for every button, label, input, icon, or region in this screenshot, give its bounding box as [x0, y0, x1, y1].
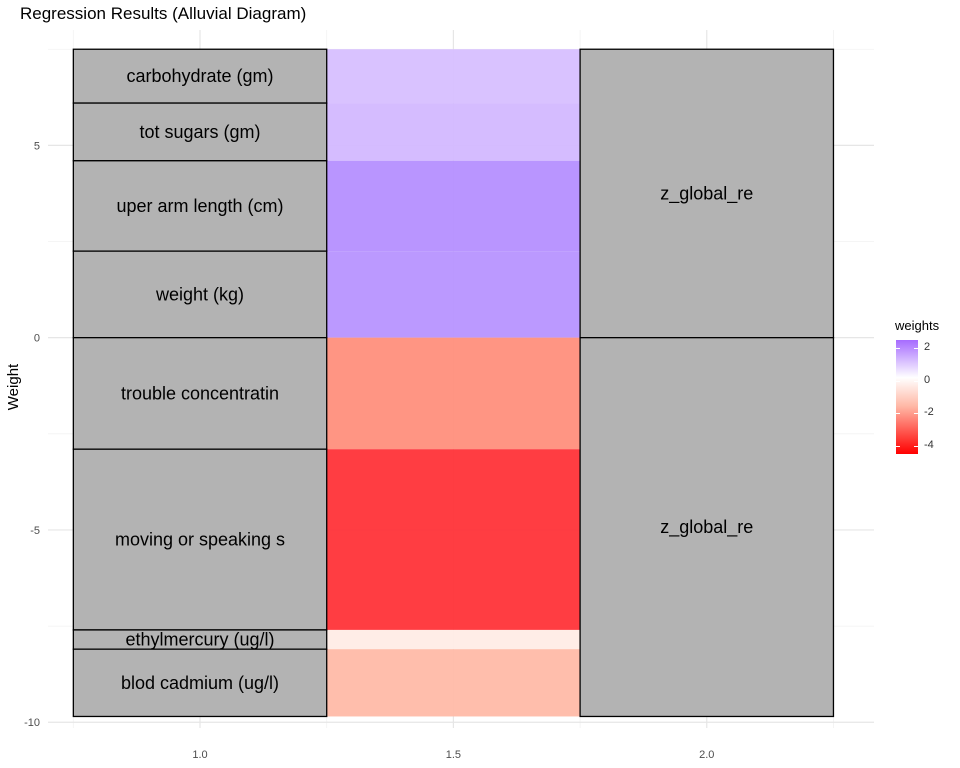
legend-tick-mark [914, 380, 918, 382]
x-tick-label: 2.0 [699, 749, 714, 761]
stratum-left-0 [72, 48, 328, 104]
stratum-label: tot sugars (gm) [140, 122, 261, 142]
flow-6 [326, 629, 581, 650]
flows [326, 49, 581, 717]
stratum-right-0 [579, 48, 835, 339]
legend-tick-label: -4 [924, 438, 934, 451]
legend-tick-mark [914, 348, 918, 350]
flow-4 [326, 337, 581, 450]
flow-3 [326, 251, 581, 338]
x-tick-label: 1.0 [192, 749, 207, 761]
strata: carbohydrate (gm) tot sugars (gm) uper arm… [72, 48, 835, 718]
stratum-label: uper arm length (cm) [116, 196, 283, 216]
stratum-label: z_global_re [660, 517, 753, 538]
axes: 1.0 1.5 2.0 5 0 -5 -10 Weight [5, 140, 714, 761]
stratum-label: blod cadmium (ug/l) [121, 673, 279, 693]
flow-1 [326, 103, 581, 161]
y-axis-title: Weight [5, 363, 22, 410]
stratum-label: z_global_re [660, 183, 753, 204]
legend-tick-mark [896, 380, 900, 382]
legend-tick-label: 0 [924, 373, 931, 386]
stratum-left-5 [72, 448, 328, 631]
legend-tick-mark [914, 445, 918, 447]
legend-tick-label: -2 [924, 406, 934, 419]
y-tick-label: -5 [30, 525, 40, 537]
legend-tick-mark [914, 413, 918, 415]
y-tick-label: -10 [24, 717, 40, 729]
stratum-left-2 [72, 160, 328, 252]
stratum-left-1 [72, 102, 328, 162]
legend-tick-mark [896, 445, 900, 447]
stratum-label: carbohydrate (gm) [126, 66, 273, 86]
flow-2 [326, 160, 581, 252]
flow-5 [326, 449, 581, 630]
flow-0 [326, 49, 581, 104]
x-tick-label: 1.5 [446, 749, 461, 761]
y-tick-label: 0 [34, 333, 40, 345]
stratum-left-7 [72, 648, 328, 718]
legend-title: weights [895, 318, 940, 333]
flow-7 [326, 649, 581, 717]
legend: weights 2 0 -2 -4 [894, 318, 954, 468]
stratum-label: ethylmercury (ug/l) [126, 630, 275, 650]
legend-tick-mark [896, 348, 900, 350]
stratum-label: moving or speaking s [115, 530, 285, 550]
stratum-right-1 [579, 337, 835, 718]
chart-title: Regression Results (Alluvial Diagram) [20, 4, 307, 23]
legend-tick-label: 2 [924, 341, 931, 354]
y-tick-label: 5 [34, 140, 40, 152]
stratum-label: weight (kg) [155, 284, 244, 304]
legend-colorbar [896, 340, 918, 454]
legend-tick-mark [896, 413, 900, 415]
stratum-label: trouble concentratin [121, 383, 279, 403]
